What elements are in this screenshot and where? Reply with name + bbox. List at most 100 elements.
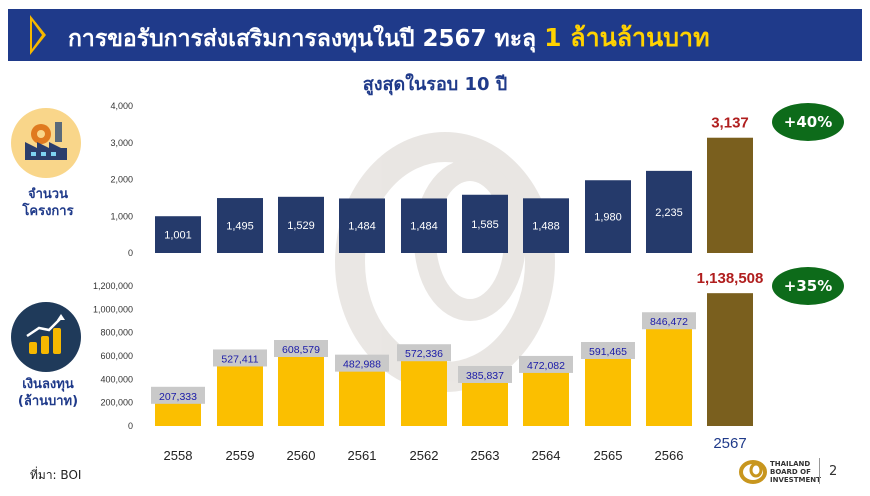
data-label-background <box>581 341 635 359</box>
coins-growth-icon <box>11 302 81 372</box>
y-tick-label: 600,000 <box>100 351 133 361</box>
factory-icon <box>11 108 81 178</box>
x-tick-label: 2560 <box>287 448 316 463</box>
bar-2562 <box>401 359 447 426</box>
y-tick-label: 0 <box>128 421 133 431</box>
boi-logo-icon <box>739 460 767 484</box>
page-title: การขอรับการส่งเสริมการลงทุนในปี 2567 ทะล… <box>68 18 710 58</box>
bar-2558 <box>155 401 201 426</box>
data-label-background <box>213 349 267 367</box>
projects-label-line2: โครงการ <box>22 204 74 219</box>
y-tick-label: 2,000 <box>110 175 133 185</box>
chevron-inner-shape <box>32 21 42 49</box>
data-label-background <box>274 339 328 357</box>
data-label: 1,980 <box>594 212 622 224</box>
bar-2564 <box>523 370 569 426</box>
bar-2566 <box>646 170 692 253</box>
projects-label: จำนวน โครงการ <box>10 186 86 220</box>
y-tick-label: 0 <box>128 248 133 258</box>
source-note: ที่มา: BOI <box>30 468 82 482</box>
data-label: 1,495 <box>226 221 254 233</box>
investment-label: เงินลงทุน (ล้านบาท) <box>10 376 86 410</box>
bar-2560 <box>278 196 324 253</box>
projects-label-line1: จำนวน <box>28 187 68 202</box>
investment-chart: 0 200,000 400,000 600,000 800,000 1,000,000 1,… <box>93 270 763 431</box>
bar-2566 <box>646 327 692 426</box>
bar-2559 <box>217 198 263 253</box>
bar-2567 <box>707 137 753 253</box>
boi-logo-text: THAILAND BOARD OF INVESTMENT <box>770 460 821 484</box>
data-label: 608,579 <box>282 344 320 356</box>
title-banner <box>8 9 862 61</box>
bar-2558 <box>155 216 201 253</box>
bar-2565 <box>585 356 631 426</box>
data-label-background <box>397 344 451 362</box>
bar-2560 <box>278 354 324 426</box>
y-tick-label: 400,000 <box>100 374 133 384</box>
bar-2567 <box>707 293 753 426</box>
x-axis-labels: 2558 2559 2560 2561 2562 2563 2564 2565 2566 2567 <box>164 435 747 463</box>
x-tick-label: 2567 <box>713 435 746 452</box>
bar-2562 <box>401 198 447 253</box>
watermark-logo <box>335 132 555 392</box>
data-label-background <box>642 312 696 330</box>
data-label: 3,137 <box>711 115 749 132</box>
y-tick-label: 1,000,000 <box>93 304 133 314</box>
data-label: 1,529 <box>287 220 315 232</box>
x-tick-label: 2558 <box>164 448 193 463</box>
y-tick-label: 4,000 <box>110 101 133 111</box>
x-tick-label: 2561 <box>348 448 377 463</box>
y-tick-label: 1,200,000 <box>93 281 133 291</box>
logo-line2: BOARD OF <box>770 468 811 476</box>
x-tick-label: 2565 <box>594 448 623 463</box>
bar-2561 <box>339 369 385 426</box>
bar-2563 <box>462 194 508 253</box>
data-label: 1,585 <box>471 219 499 231</box>
x-tick-label: 2563 <box>471 448 500 463</box>
projects-chart: 0 1,000 2,000 3,000 4,000 1,001 1,495 1,529 1,48… <box>110 101 753 258</box>
data-label: 1,138,508 <box>697 270 764 287</box>
data-label-background <box>335 354 389 372</box>
x-tick-label: 2564 <box>532 448 561 463</box>
y-tick-label: 200,000 <box>100 398 133 408</box>
investment-label-line2: (ล้านบาท) <box>17 394 79 409</box>
investment-growth-badge: +35% <box>772 267 844 305</box>
data-label: 1,001 <box>164 230 192 242</box>
investment-label-line1: เงินลงทุน <box>22 377 74 392</box>
projects-growth-badge: +40% <box>772 103 844 141</box>
bar-2564 <box>523 198 569 253</box>
data-label: 1,484 <box>348 221 376 233</box>
logo-line3: INVESTMENT <box>770 476 821 484</box>
data-label: 527,411 <box>221 353 258 365</box>
data-label: 572,336 <box>405 348 443 360</box>
y-tick-label: 800,000 <box>100 328 133 338</box>
data-label-background <box>458 365 512 383</box>
y-tick-label: 1,000 <box>110 211 133 221</box>
bar-2563 <box>462 380 508 426</box>
y-tick-label: 3,000 <box>110 138 133 148</box>
logo-line1: THAILAND <box>770 460 811 468</box>
bar-2565 <box>585 180 631 253</box>
page-title-highlight: 1 ล้านล้านบาท <box>544 23 710 52</box>
data-label: 846,472 <box>650 316 688 328</box>
page-number: 2 <box>829 464 838 479</box>
data-label: 591,465 <box>589 346 627 358</box>
x-tick-label: 2559 <box>226 448 255 463</box>
data-label: 1,484 <box>410 221 438 233</box>
x-tick-label: 2566 <box>655 448 684 463</box>
page-title-main: การขอรับการส่งเสริมการลงทุนในปี 2567 ทะล… <box>68 26 537 52</box>
bar-2561 <box>339 198 385 253</box>
page-subtitle: สูงสุดในรอบ 10 ปี <box>362 74 508 95</box>
data-label: 2,235 <box>655 207 683 219</box>
data-label: 385,837 <box>466 370 504 382</box>
data-label-background <box>151 386 205 404</box>
data-label: 207,333 <box>159 391 197 403</box>
bar-2559 <box>217 364 263 426</box>
data-label: 472,082 <box>527 360 565 372</box>
data-label: 1,488 <box>532 221 560 233</box>
data-label-background <box>519 355 573 373</box>
x-tick-label: 2562 <box>410 448 439 463</box>
footer-divider <box>819 458 820 484</box>
data-label: 482,988 <box>343 359 381 371</box>
